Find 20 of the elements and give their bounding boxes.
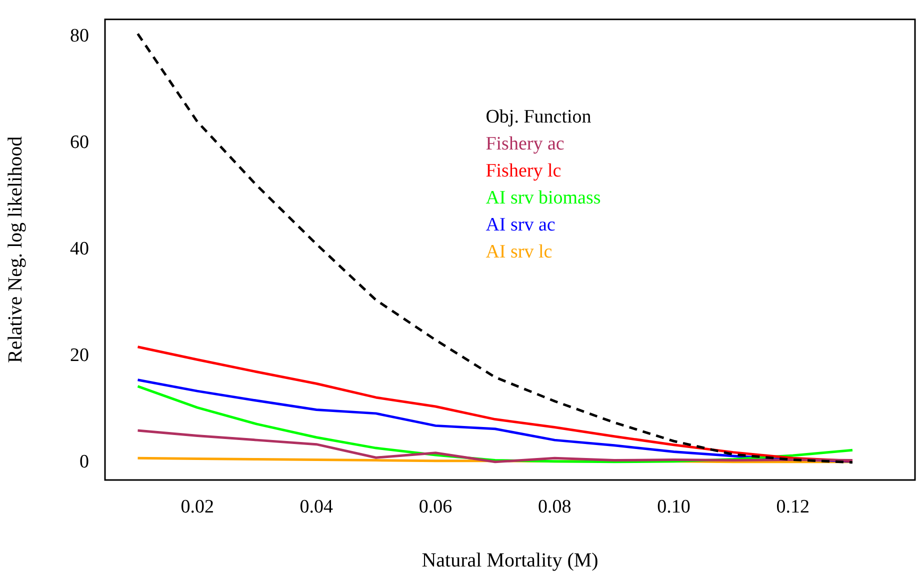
text: AI srv lc	[486, 241, 552, 262]
y-tick-label: 40	[70, 238, 89, 260]
x-tick-label: 0.02	[180, 496, 214, 518]
x-tick-label: 0.06	[418, 496, 452, 518]
y-tick-label: 80	[70, 25, 89, 46]
text: AI srv ac	[486, 214, 556, 236]
x-axis-title: Natural Mortality (M)	[422, 549, 598, 572]
x-tick-label: 0.04	[300, 496, 334, 518]
line-series	[136, 32, 854, 464]
x-tick-label: 0.08	[538, 496, 572, 518]
x-tick-label: 0.10	[657, 496, 690, 518]
text: Fishery ac	[486, 133, 564, 154]
text: Obj. Function	[486, 106, 592, 128]
y-axis-title: Relative Neg. log likelihood	[4, 136, 26, 364]
y-tick-label: 60	[70, 132, 89, 153]
y-tick-label: 20	[70, 344, 89, 366]
text: Fishery lc	[486, 160, 562, 182]
x-tick-label: 0.12	[776, 496, 810, 518]
y-tick-label: 0	[80, 451, 89, 472]
text: AI srv biomass	[486, 187, 601, 208]
